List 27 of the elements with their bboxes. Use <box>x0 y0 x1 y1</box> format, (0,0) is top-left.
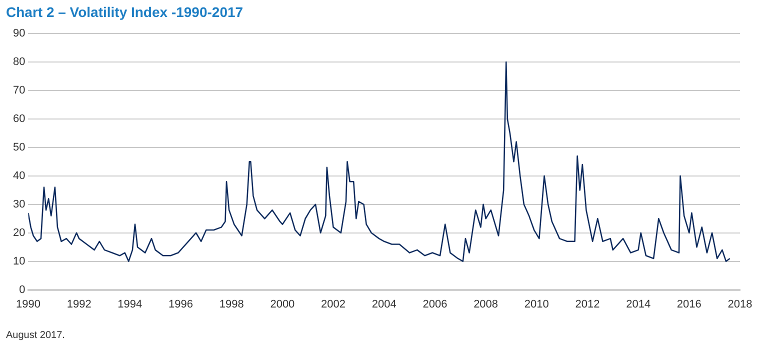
y-tick-label: 50 <box>12 142 26 154</box>
x-tick-label: 2016 <box>676 298 702 310</box>
y-tick-label: 20 <box>12 226 26 239</box>
y-tick-label: 0 <box>19 284 26 296</box>
text: August 2017. <box>6 330 65 341</box>
y-tick-label: 40 <box>12 170 26 182</box>
x-tick-label: 1990 <box>16 298 40 310</box>
x-tick-label: 1998 <box>219 298 244 310</box>
x-tick-label: 1992 <box>66 298 92 310</box>
x-tick-label: 2018 <box>728 298 752 310</box>
x-tick-label: 2004 <box>372 298 396 310</box>
x-tick-label: 2002 <box>321 298 346 310</box>
y-tick-label: 90 <box>12 28 26 40</box>
x-tick-label: 2012 <box>575 298 600 310</box>
x-tick-label: 1996 <box>168 298 193 310</box>
x-tick-label: 2006 <box>422 298 448 310</box>
y-tick-label: 80 <box>12 56 26 68</box>
y-tick-label: 70 <box>12 84 26 97</box>
y-tick-label: 60 <box>12 113 26 126</box>
x-tick-label: 2000 <box>270 298 295 310</box>
y-tick-label: 10 <box>12 255 26 268</box>
x-tick-label: 2008 <box>474 298 498 310</box>
chart-title: Chart 2 – Volatility Index -1990-2017 <box>6 4 244 20</box>
y-tick-label: 30 <box>12 198 26 210</box>
x-tick-label: 2014 <box>626 298 651 310</box>
x-tick-label: 2010 <box>524 298 549 310</box>
x-tick-label: 1994 <box>118 298 142 310</box>
